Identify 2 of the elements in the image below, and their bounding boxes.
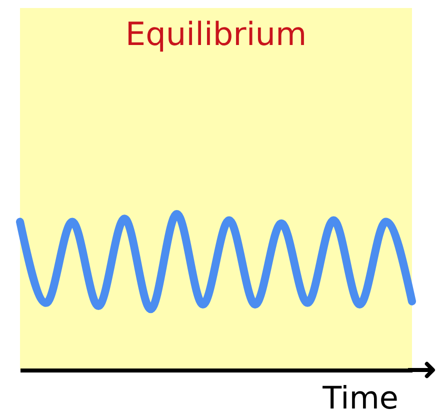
chart-title: Equilibrium [125, 15, 307, 53]
x-axis-title: Time [322, 380, 398, 412]
